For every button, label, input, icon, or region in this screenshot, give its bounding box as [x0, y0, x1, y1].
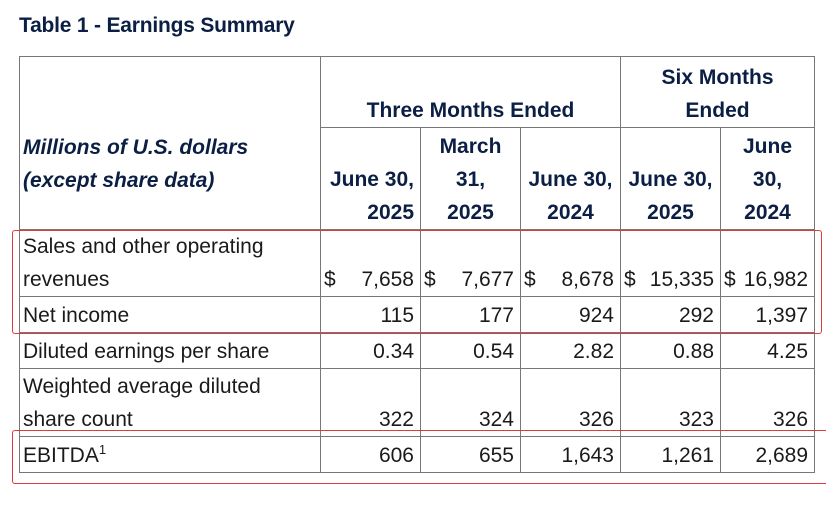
cell-value: 292	[620, 296, 721, 333]
cell-value: 4.25	[719, 332, 816, 369]
table-row-net-income: Net income 115 177 924 292 1,397	[19, 296, 816, 333]
cell-value: 7,677	[461, 268, 514, 291]
cell-value: 924	[520, 296, 621, 333]
cell-value: 0.54	[420, 332, 521, 369]
header-row-periods: June 30, 2025 March 31, 2025 June 30, 20…	[20, 127, 816, 230]
col-header-line: 2025	[447, 201, 494, 224]
col-header-line: March	[439, 135, 502, 158]
col-header-line: 30,	[752, 168, 783, 191]
row-label: Diluted earnings per share	[19, 332, 321, 369]
units-line-2: (except share data)	[23, 169, 215, 192]
cell-value: 2,689	[719, 436, 816, 473]
row-label: Weighted average diluted share count	[19, 368, 321, 437]
col-header-line: 2025	[647, 201, 694, 224]
cell-value: 326	[520, 368, 621, 437]
group-six-months: Six Months Ended	[619, 56, 816, 128]
header-row-groups: Millions of U.S. dollars (except share d…	[19, 56, 816, 230]
cell-value: 8,678	[561, 268, 614, 291]
col-header-q2-2024: June 30, 2024	[520, 127, 621, 230]
units-line-1: Millions of U.S. dollars	[23, 136, 249, 159]
row-label-line: revenues	[23, 268, 110, 291]
cell-value: 324	[420, 368, 521, 437]
col-header-line: June	[743, 135, 793, 158]
cell-value: 326	[719, 368, 816, 437]
table-row-sales: Sales and other operating revenues $7,65…	[19, 229, 816, 297]
value-cell: $15,335	[620, 229, 721, 297]
col-header-line: 2024	[547, 201, 594, 224]
value-cell: $16,982	[719, 229, 816, 297]
cell-value: 1,397	[719, 296, 816, 333]
units-header: Millions of U.S. dollars (except share d…	[19, 56, 321, 230]
row-label-line: Sales and other operating	[23, 235, 264, 258]
cell-value: 323	[620, 368, 721, 437]
row-label-line: share count	[23, 408, 133, 431]
col-header-line: June 30,	[329, 168, 414, 191]
cell-value: 7,658	[361, 268, 414, 291]
value-cell: $7,658	[320, 229, 421, 297]
table-title: Table 1 - Earnings Summary	[19, 14, 295, 37]
cell-value: 15,335	[649, 268, 714, 291]
table-row-diluted-eps: Diluted earnings per share 0.34 0.54 2.8…	[19, 332, 816, 369]
currency-symbol: $	[624, 268, 636, 291]
currency-symbol: $	[524, 268, 536, 291]
cell-value: 1,261	[620, 436, 721, 473]
col-header-line: June 30,	[528, 168, 613, 191]
col-header-q1-2025: March 31, 2025	[420, 127, 521, 230]
row-label: Sales and other operating revenues	[19, 229, 321, 297]
table-row-ebitda: EBITDA1 606 655 1,643 1,261 2,689	[19, 436, 816, 473]
col-header-q2-2025: June 30, 2025	[320, 127, 421, 230]
cell-value: 606	[320, 436, 421, 473]
cell-value: 322	[320, 368, 421, 437]
row-label-text: EBITDA	[23, 444, 99, 467]
col-header-line: June 30,	[628, 168, 713, 191]
col-header-ytd-2024: June 30, 2024	[719, 127, 816, 230]
value-cell: $8,678	[520, 229, 621, 297]
currency-symbol: $	[424, 268, 436, 291]
cell-value: 16,982	[743, 268, 809, 291]
col-header-line: 31,	[455, 168, 486, 191]
value-cell: $7,677	[420, 229, 521, 297]
row-label: EBITDA1	[19, 436, 321, 473]
currency-symbol: $	[324, 268, 336, 291]
cell-value: 115	[320, 296, 421, 333]
row-label: Net income	[19, 296, 321, 333]
group-six-months-line-1: Six Months	[661, 66, 774, 89]
cell-value: 177	[420, 296, 521, 333]
cell-value: 1,643	[520, 436, 621, 473]
row-label-line: Weighted average diluted	[23, 375, 261, 398]
currency-symbol: $	[724, 268, 736, 291]
cell-value: 655	[420, 436, 521, 473]
group-three-months: Three Months Ended	[320, 56, 621, 128]
earnings-summary-table: Millions of U.S. dollars (except share d…	[19, 56, 816, 473]
table-row-share-count: Weighted average diluted share count 322…	[19, 368, 816, 437]
cell-value: 0.88	[620, 332, 721, 369]
cell-value: 2.82	[520, 332, 621, 369]
group-six-months-line-2: Ended	[685, 99, 750, 122]
col-header-ytd-2025: June 30, 2025	[620, 127, 721, 230]
cell-value: 0.34	[320, 332, 421, 369]
col-header-line: 2024	[744, 201, 791, 224]
footnote-marker: 1	[98, 442, 107, 457]
col-header-line: 2025	[367, 201, 414, 224]
